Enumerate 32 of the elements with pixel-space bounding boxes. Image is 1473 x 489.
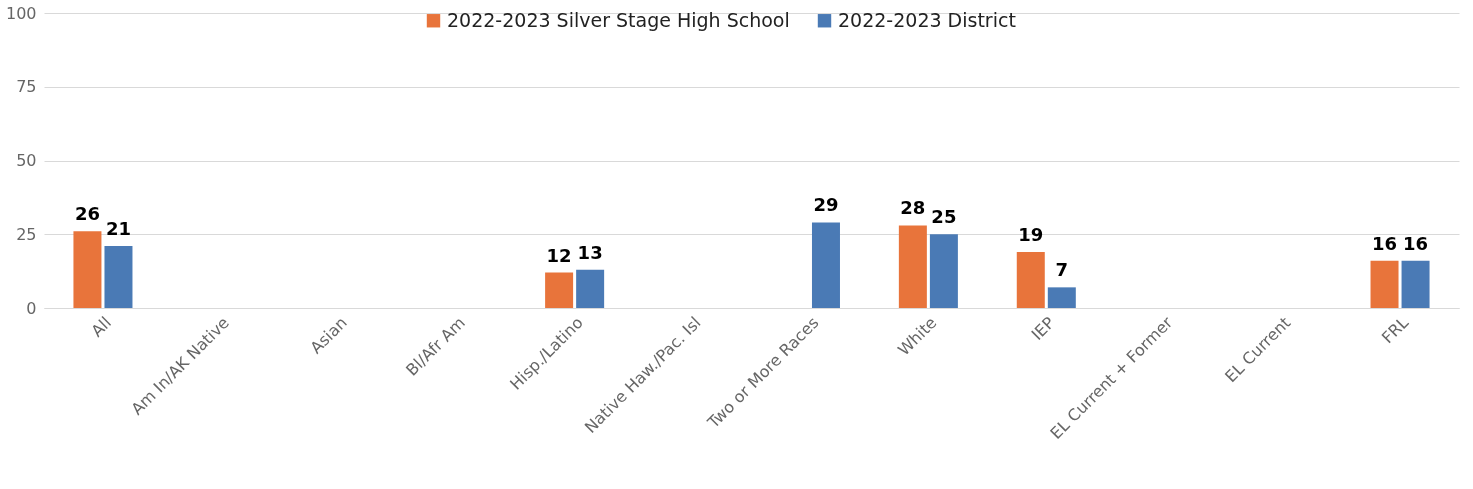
bar <box>576 269 605 308</box>
data-label: 7 <box>1055 259 1069 281</box>
bar <box>73 231 102 308</box>
data-label: 16 <box>1372 232 1398 254</box>
bar <box>929 234 958 308</box>
x-tick-label: All <box>87 313 115 341</box>
bar <box>545 272 574 308</box>
data-label: 25 <box>931 206 957 228</box>
legend-label: 2022-2023 Silver Stage High School <box>447 8 790 31</box>
data-label: 13 <box>577 241 603 263</box>
data-label: 21 <box>105 218 131 240</box>
y-tick-label: 25 <box>16 224 37 244</box>
x-tick-label: IEP <box>1027 312 1059 344</box>
bar <box>898 225 927 308</box>
x-tick-label: FRL <box>1377 313 1413 348</box>
data-label: 29 <box>813 194 839 216</box>
bar <box>811 222 840 308</box>
bar <box>1016 251 1045 308</box>
y-tick-label: 50 <box>16 151 37 170</box>
data-label: 28 <box>900 197 926 219</box>
bar <box>1370 260 1399 308</box>
y-tick-label: 0 <box>26 298 37 318</box>
bar <box>1047 287 1076 308</box>
data-label: 16 <box>1403 232 1429 254</box>
legend-label: 2022-2023 District <box>838 8 1016 31</box>
bar <box>1401 260 1430 308</box>
data-label: 26 <box>74 203 100 225</box>
y-tick-label: 100 <box>5 3 37 23</box>
data-label: 12 <box>546 244 572 266</box>
data-label: 19 <box>1018 223 1044 245</box>
y-tick-label: 75 <box>16 77 37 97</box>
bar <box>104 246 133 308</box>
